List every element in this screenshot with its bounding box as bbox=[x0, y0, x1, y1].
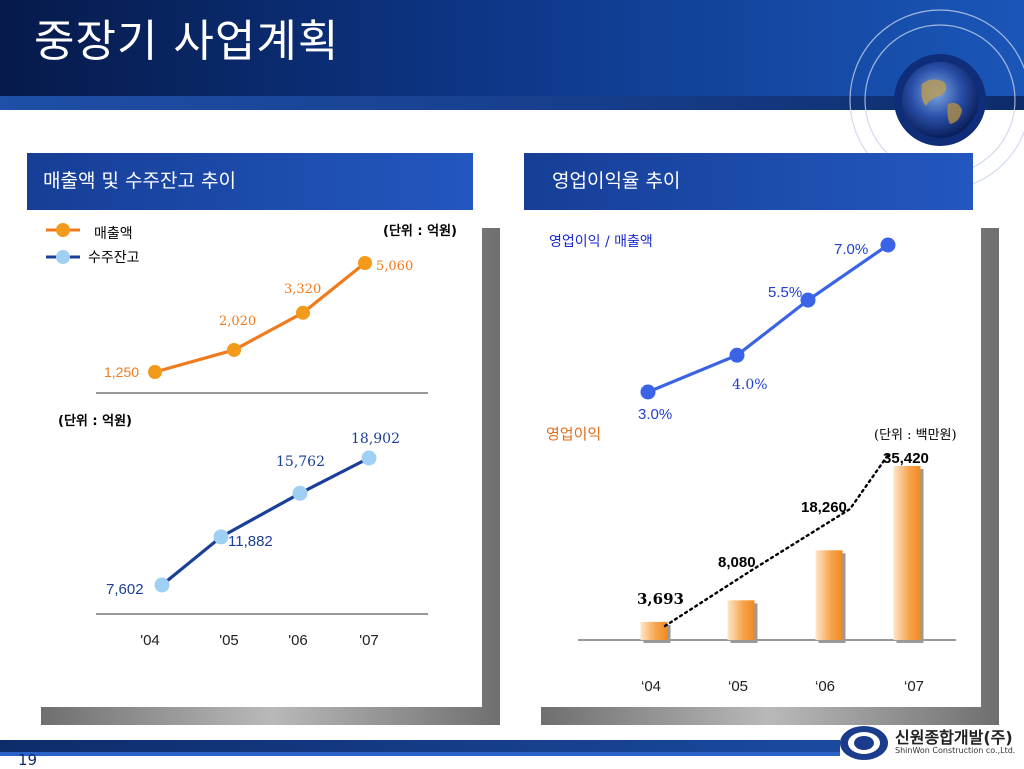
ratio-point bbox=[800, 292, 816, 308]
profit-bar bbox=[727, 600, 755, 640]
profit-bar bbox=[893, 466, 921, 640]
ratio-data-label: 3.0% bbox=[638, 406, 672, 423]
backlog-point bbox=[213, 529, 229, 545]
ratio-line bbox=[647, 243, 889, 394]
legend-sales-label: 매출액 bbox=[94, 226, 133, 242]
right-unit: (단위 : 백만원) bbox=[874, 428, 957, 443]
left-panel-heading: 매출액 및 수주잔고 추이 bbox=[27, 153, 473, 210]
profit-bar bbox=[640, 621, 668, 640]
page-title: 중장기 사업계획 bbox=[34, 16, 340, 67]
profit-trend-line bbox=[663, 453, 890, 628]
x-tick-label: ‘06 bbox=[815, 678, 835, 695]
backlog-point bbox=[361, 450, 377, 466]
backlog-data-label: 15,762 bbox=[276, 454, 325, 470]
sales-line bbox=[154, 261, 367, 374]
legend-backlog-label: 수주잔고 bbox=[88, 250, 140, 266]
globe-decoration bbox=[849, 9, 1024, 191]
right-panel-heading: 영업이익율 추이 bbox=[524, 153, 973, 210]
backlog-line bbox=[160, 456, 370, 587]
profit-bar bbox=[815, 550, 843, 640]
profit-data-label: 8,080 bbox=[718, 554, 756, 571]
backlog-data-label: 7,602 bbox=[106, 581, 144, 598]
left-charts: 1,250 2,020 3,320 5,060 7,602 11,882 15,762 18,… bbox=[96, 256, 428, 649]
x-tick-label: '07 bbox=[359, 632, 379, 649]
header-stripe bbox=[0, 96, 1024, 110]
legend-markers bbox=[46, 223, 80, 264]
footer-bar bbox=[0, 740, 840, 752]
x-tick-label: ‘04 bbox=[641, 678, 661, 695]
company-logo-text: 신원종합개발(주) bbox=[895, 728, 1013, 747]
x-tick-label: ‘05 bbox=[728, 678, 748, 695]
sales-point bbox=[358, 256, 372, 270]
ratio-data-label: 4.0% bbox=[732, 377, 768, 393]
ratio-data-label: 7.0% bbox=[834, 241, 868, 258]
company-logo-subtext: ShinWon Construction co.,Ltd. bbox=[895, 746, 1016, 755]
left-panel bbox=[34, 212, 482, 707]
backlog-data-label: 11,882 bbox=[228, 533, 273, 550]
ratio-point bbox=[729, 347, 745, 363]
legend-backlog-marker bbox=[56, 250, 70, 264]
profit-data-label: 3,693 bbox=[637, 590, 684, 608]
left-unit-bottom: (단위 : 억원) bbox=[58, 414, 132, 429]
backlog-point bbox=[154, 577, 170, 593]
profit-data-label: 35,420 bbox=[883, 450, 929, 467]
sales-data-label: 3,320 bbox=[284, 282, 321, 297]
globe-icon bbox=[902, 62, 978, 138]
sales-data-label: 5,060 bbox=[376, 259, 413, 274]
footer-stripe bbox=[0, 752, 840, 756]
profit-series-label: 영업이익 bbox=[546, 425, 602, 443]
x-tick-label: '05 bbox=[219, 632, 239, 649]
ratio-point bbox=[880, 237, 896, 253]
sales-data-label: 1,250 bbox=[104, 364, 139, 380]
x-tick-label: '06 bbox=[288, 632, 308, 649]
right-charts: 3.0% 4.0% 5.5% 7.0% 3,693 8,080 18,260 35,420 ‘0… bbox=[578, 237, 956, 695]
left-unit-top: (단위 : 억원) bbox=[383, 224, 457, 239]
profit-data-label: 18,260 bbox=[801, 499, 847, 516]
sales-point bbox=[148, 365, 162, 379]
x-tick-label: ‘07 bbox=[904, 678, 924, 695]
sales-point bbox=[296, 305, 310, 320]
sales-data-label: 2,020 bbox=[219, 314, 256, 329]
company-logo-icon bbox=[840, 726, 888, 760]
ratio-point bbox=[640, 384, 656, 400]
backlog-data-label: 18,902 bbox=[351, 431, 400, 447]
header-band bbox=[0, 0, 1024, 98]
legend: 매출액 수주잔고 bbox=[44, 220, 204, 270]
backlog-point bbox=[292, 485, 308, 501]
legend-sales-marker bbox=[56, 223, 70, 237]
ratio-data-label: 5.5% bbox=[768, 284, 802, 301]
page-number: 19 bbox=[18, 751, 38, 769]
ratio-series-label: 영업이익 / 매출액 bbox=[549, 234, 653, 250]
sales-point bbox=[227, 342, 241, 357]
x-tick-label: '04 bbox=[140, 632, 160, 649]
